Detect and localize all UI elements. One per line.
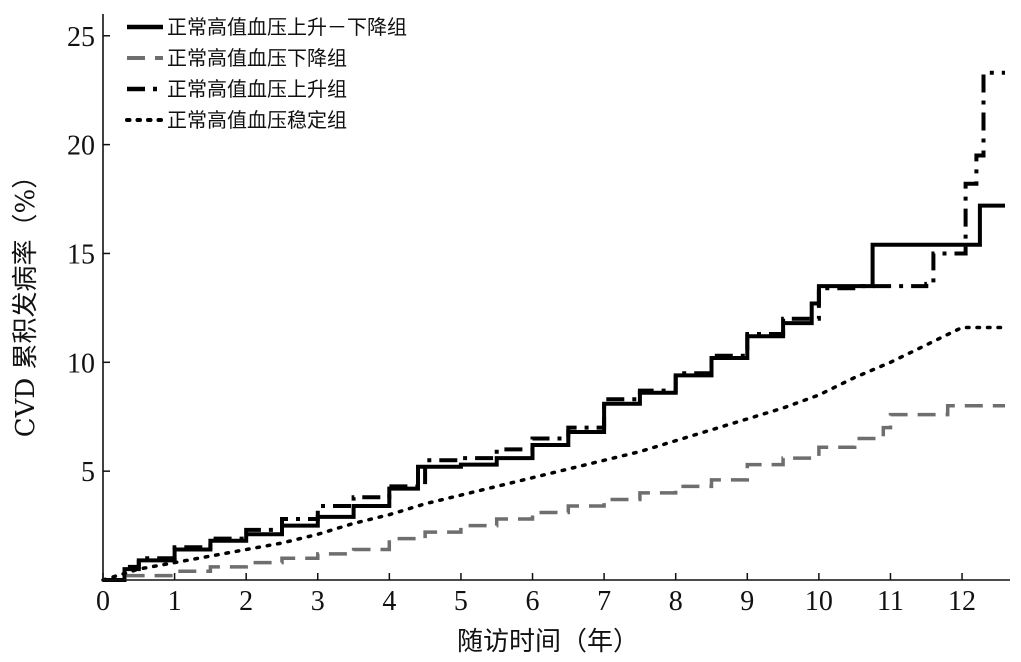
legend-label-2: 正常高值血压下降组	[167, 46, 347, 70]
series-line-3	[103, 70, 1005, 582]
x-tick-label: 1	[168, 586, 182, 617]
x-tick-label: 11	[877, 586, 904, 617]
x-tick-label: 4	[382, 586, 396, 617]
y-tick-label: 20	[67, 131, 95, 162]
series-line-2	[103, 404, 1005, 582]
axes	[102, 14, 1010, 581]
y-tick-label: 25	[67, 22, 95, 53]
x-tick-label: 10	[805, 586, 833, 617]
x-tick-label: 8	[669, 586, 683, 617]
legend-label-3: 正常高值血压上升组	[167, 77, 347, 101]
x-axis-title: 随访时间（年）	[457, 627, 639, 657]
x-tick-label: 6	[526, 586, 540, 617]
y-axis-title: CVD 累积发病率（%）	[11, 163, 41, 438]
plot-lines	[101, 70, 1007, 582]
x-tick-label: 5	[454, 586, 468, 617]
x-tick-label: 7	[597, 586, 611, 617]
y-tick-label: 15	[67, 239, 95, 270]
x-tick-label: 0	[96, 586, 110, 617]
x-tick-label: 3	[311, 586, 325, 617]
legend-label-1: 正常高值血压上升－下降组	[167, 15, 407, 39]
x-tick-label: 12	[948, 586, 976, 617]
y-tick-label: 5	[81, 457, 95, 488]
x-ticks: 0 1 2 3 4 5 6 7 8 9 10 11 12	[96, 573, 976, 617]
series-line-1	[103, 203, 1005, 582]
x-tick-label: 2	[239, 586, 253, 617]
legend-label-4: 正常高值血压稳定组	[167, 108, 347, 132]
x-tick-label: 9	[740, 586, 754, 617]
y-ticks: 5 10 15 20 25	[67, 22, 110, 488]
y-tick-label: 10	[67, 348, 95, 379]
series-line-4	[101, 325, 1007, 582]
